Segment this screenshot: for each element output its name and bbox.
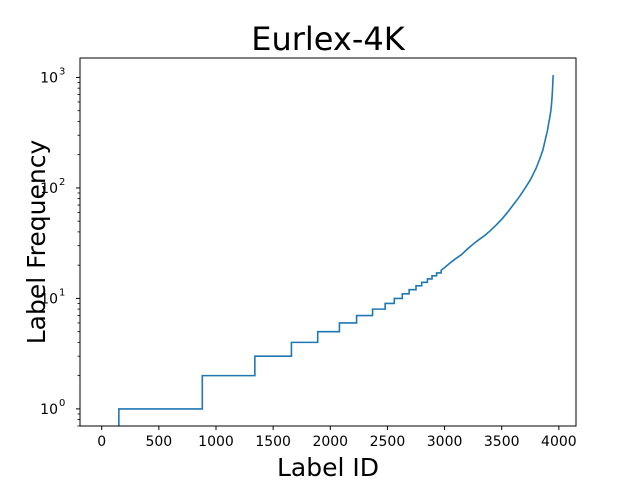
x-tick-label: 3000 bbox=[427, 434, 463, 450]
x-tick-label: 1000 bbox=[198, 434, 234, 450]
x-tick-label: 3500 bbox=[484, 434, 520, 450]
y-tick-label: 10 bbox=[40, 70, 58, 86]
series-line-0 bbox=[118, 75, 554, 426]
plot-area bbox=[118, 75, 554, 426]
x-tick-label: 2500 bbox=[370, 434, 406, 450]
x-tick-label: 2000 bbox=[312, 434, 348, 450]
y-tick-exponent: 1 bbox=[59, 287, 65, 298]
y-tick-exponent: 2 bbox=[59, 177, 65, 188]
chart-title: Eurlex-4K bbox=[251, 20, 406, 58]
x-tick-label: 4000 bbox=[541, 434, 577, 450]
y-tick-label: 10 bbox=[40, 291, 58, 307]
plot-frame bbox=[79, 57, 577, 427]
x-tick-label: 0 bbox=[97, 434, 106, 450]
y-tick-exponent: 3 bbox=[59, 66, 65, 77]
x-axis: 0 500 1000 1500 2000 2500 3000 3500 4000 bbox=[97, 426, 577, 450]
x-tick-label: 500 bbox=[145, 434, 172, 450]
x-tick-label: 1500 bbox=[255, 434, 291, 450]
x-axis-label: Label ID bbox=[277, 453, 379, 480]
y-axis-label: Label Frequency bbox=[22, 140, 51, 345]
y-tick-label: 10 bbox=[40, 402, 58, 418]
y-tick-exponent: 0 bbox=[59, 398, 65, 409]
y-tick-label: 10 bbox=[40, 181, 58, 197]
